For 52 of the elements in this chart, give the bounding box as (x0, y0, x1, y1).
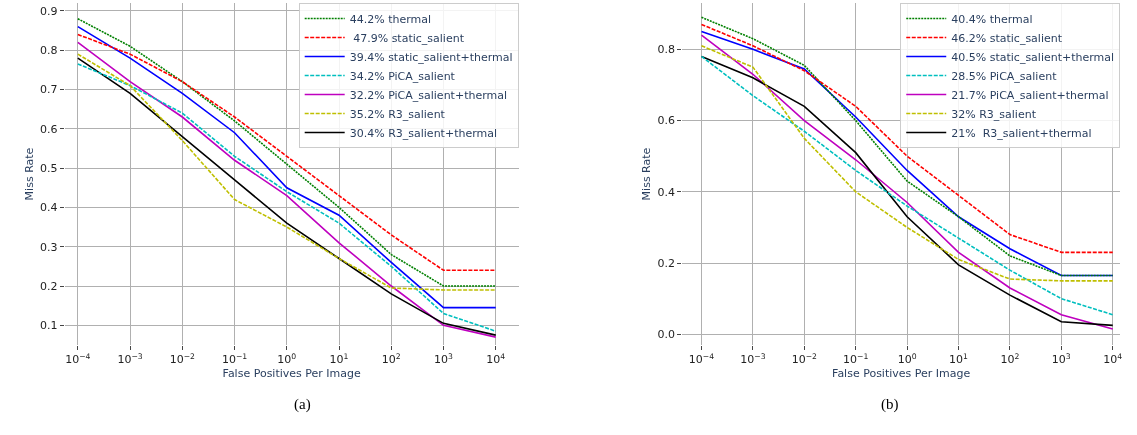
x-tick-label: 10$^{−3}$ (740, 351, 766, 367)
legend-label: 30.4% R3_salient+thermal (349, 126, 498, 140)
y-tick-label: 0.8 (40, 44, 58, 58)
y-axis-title: Miss Rate (640, 147, 654, 201)
x-axis-title: False Positives Per Image (832, 367, 971, 381)
y-tick-label: 0.8 (657, 43, 675, 57)
y-tick-label: 0.9 (40, 4, 58, 18)
y-tick-label: 0.6 (657, 114, 675, 128)
x-tick-label: 10$^{1}$ (949, 351, 969, 367)
x-axis-title: False Positives Per Image (222, 367, 362, 381)
x-tick-label: 10$^{0}$ (277, 351, 297, 367)
x-tick-label: 10$^{4}$ (1103, 351, 1123, 367)
legend-label: 21.7% PiCA_salient+thermal (951, 88, 1109, 102)
text: (b) (881, 396, 899, 413)
y-tick-label: 0.6 (40, 122, 58, 136)
y-tick-label: 0.1 (40, 319, 58, 333)
x-tick-label: 10$^{0}$ (897, 351, 917, 367)
legend-label: 35.2% R3_salient (349, 107, 446, 121)
y-tick-label: 0.2 (657, 256, 675, 270)
legend-label: 40.5% static_salient+thermal (951, 50, 1115, 64)
x-tick-label: 10$^{−4}$ (688, 351, 715, 367)
text: (a) (294, 396, 311, 413)
y-tick-label: 0.4 (657, 185, 675, 199)
x-tick-label: 10$^{−1}$ (843, 351, 869, 367)
y-tick-label: 0.0 (657, 328, 675, 342)
x-tick-label: 10$^{1}$ (329, 351, 349, 367)
legend-label: 47.9% static_salient (349, 31, 465, 45)
x-tick-label: 10$^{−3}$ (117, 351, 143, 367)
legend-label: 39.4% static_salient+thermal (349, 50, 513, 64)
y-tick-label: 0.4 (40, 201, 58, 215)
legend-label: 40.4% thermal (951, 12, 1033, 26)
legend-label: 32% R3_salient (951, 107, 1037, 121)
x-tick-label: 10$^{2}$ (381, 351, 401, 367)
y-tick-label: 0.5 (40, 161, 58, 175)
x-tick-label: 10$^{3}$ (1051, 351, 1071, 367)
x-tick-label: 10$^{−1}$ (221, 351, 248, 367)
x-tick-label: 10$^{4}$ (486, 351, 506, 367)
y-tick-label: 0.2 (40, 279, 58, 293)
x-tick-label: 10$^{2}$ (1000, 351, 1020, 367)
x-tick-label: 10$^{−2}$ (791, 351, 818, 367)
y-tick-label: 0.3 (40, 240, 58, 254)
legend-label: 32.2% PiCA_salient+thermal (349, 88, 508, 102)
y-tick-label: 0.7 (40, 83, 58, 97)
legend-label: 21% R3_salient+thermal (951, 126, 1092, 140)
y-axis-title: Miss Rate (22, 147, 36, 201)
legend-label: 28.5% PiCA_salient (951, 69, 1058, 83)
x-tick-label: 10$^{−2}$ (169, 351, 196, 367)
legend-label: 46.2% static_salient (951, 31, 1063, 45)
legend-label: 34.2% PiCA_salient (349, 69, 456, 83)
legend-label: 44.2% thermal (349, 12, 432, 26)
x-tick-label: 10$^{−4}$ (65, 351, 91, 367)
x-tick-label: 10$^{3}$ (434, 351, 454, 367)
